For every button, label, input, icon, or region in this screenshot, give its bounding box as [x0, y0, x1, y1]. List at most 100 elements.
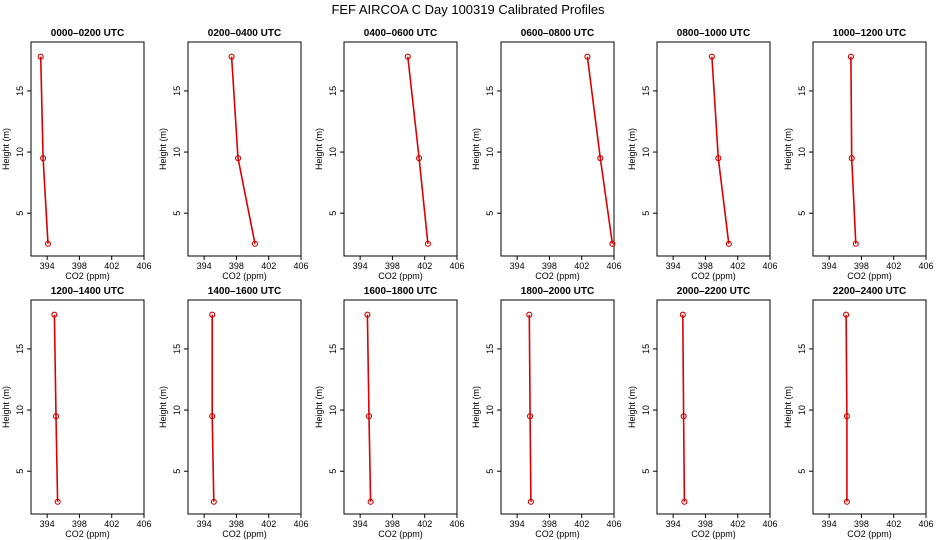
- x-axis-label: CO2 (ppm): [222, 271, 267, 281]
- data-point: [209, 413, 216, 420]
- y-axis-label: Height (m): [627, 386, 637, 428]
- profile-line: [366, 314, 372, 502]
- x-tick-label: 394: [510, 519, 525, 529]
- panel-title: 1800–2000 UTC: [521, 286, 594, 297]
- x-tick-label: 394: [510, 261, 525, 271]
- data-point: [843, 413, 850, 420]
- x-tick-label: 406: [918, 519, 933, 529]
- x-axis-label: CO2 (ppm): [691, 271, 736, 281]
- profile-panel: 0000–0200 UTC 394 398 402 406 CO2 (ppm) 5 10 15 H…: [1, 28, 152, 281]
- panel-title: 0400–0600 UTC: [364, 28, 437, 39]
- data-point: [228, 53, 235, 60]
- y-axis-label: Height (m): [314, 128, 324, 170]
- plot-frame: [187, 41, 302, 257]
- panel-title: 0200–0400 UTC: [208, 28, 281, 39]
- y-tick-label: 10: [15, 405, 25, 415]
- y-tick-label: 5: [641, 469, 651, 474]
- x-tick-label: 398: [698, 519, 713, 529]
- data-point: [364, 311, 371, 318]
- y-tick-label: 10: [797, 405, 807, 415]
- profile-line: [211, 314, 215, 502]
- panel-title: 1200–1400 UTC: [51, 286, 124, 297]
- plot-frame: [500, 41, 615, 257]
- y-tick-label: 15: [172, 344, 182, 354]
- plot-frame: [30, 299, 145, 515]
- y-tick-label: 10: [328, 405, 338, 415]
- data-point: [584, 53, 591, 60]
- x-tick-label: 402: [104, 519, 119, 529]
- y-tick-label: 15: [797, 344, 807, 354]
- y-tick-label: 15: [641, 344, 651, 354]
- profile-line: [528, 314, 532, 502]
- plot-frame: [656, 41, 771, 257]
- data-point: [609, 240, 616, 247]
- x-tick-label: 406: [606, 519, 621, 529]
- y-axis-label: Height (m): [627, 128, 637, 170]
- y-tick-label: 5: [797, 469, 807, 474]
- y-tick-label: 5: [172, 211, 182, 216]
- data-point: [424, 240, 431, 247]
- y-tick-label: 10: [797, 147, 807, 157]
- y-tick-label: 15: [485, 86, 495, 96]
- x-tick-label: 406: [762, 261, 777, 271]
- plot-frame: [30, 41, 145, 257]
- x-tick-label: 406: [449, 519, 464, 529]
- profile-panel: 1600–1800 UTC 394 398 402 406 CO2 (ppm) 5 10 15 H…: [314, 286, 465, 539]
- x-tick-label: 402: [886, 519, 901, 529]
- y-tick-label: 10: [172, 405, 182, 415]
- y-tick-label: 5: [172, 469, 182, 474]
- data-point: [526, 311, 533, 318]
- figure-title: FEF AIRCOA C Day 100319 Calibrated Profi…: [331, 2, 605, 17]
- y-tick-label: 10: [641, 405, 651, 415]
- x-tick-label: 406: [762, 519, 777, 529]
- data-point: [365, 413, 373, 420]
- panel-title: 0000–0200 UTC: [51, 28, 124, 39]
- y-axis-label: Height (m): [158, 386, 168, 428]
- x-tick-label: 398: [854, 261, 869, 271]
- panels-group: 0000–0200 UTC 394 398 402 406 CO2 (ppm) 5 10 15 H…: [1, 28, 934, 539]
- y-tick-label: 10: [15, 147, 25, 157]
- x-axis-label: CO2 (ppm): [65, 529, 110, 539]
- y-tick-label: 5: [328, 211, 338, 216]
- data-point: [527, 413, 534, 420]
- profile-line: [586, 56, 614, 244]
- x-axis-label: CO2 (ppm): [378, 271, 423, 281]
- x-tick-label: 406: [606, 261, 621, 271]
- x-tick-label: 402: [261, 261, 276, 271]
- x-tick-label: 398: [229, 519, 244, 529]
- data-point: [843, 498, 850, 505]
- profile-line: [682, 314, 686, 502]
- x-tick-label: 394: [40, 261, 55, 271]
- x-axis-label: CO2 (ppm): [847, 529, 892, 539]
- plot-frame: [343, 41, 458, 257]
- x-tick-label: 406: [293, 519, 308, 529]
- y-tick-label: 15: [15, 344, 25, 354]
- panel-title: 1000–1200 UTC: [833, 28, 906, 39]
- y-axis-label: Height (m): [783, 386, 793, 428]
- profile-panel: 2200–2400 UTC 394 398 402 406 CO2 (ppm) 5 10 15 H…: [783, 286, 934, 539]
- y-axis-label: Height (m): [471, 386, 481, 428]
- y-axis-label: Height (m): [471, 128, 481, 170]
- data-point: [681, 498, 688, 505]
- x-tick-label: 406: [136, 261, 151, 271]
- data-point: [527, 498, 534, 505]
- x-tick-label: 394: [197, 261, 212, 271]
- panel-title: 2200–2400 UTC: [833, 286, 906, 297]
- data-point: [54, 498, 61, 505]
- panel-title: 2000–2200 UTC: [677, 286, 750, 297]
- x-axis-label: CO2 (ppm): [535, 529, 580, 539]
- data-point: [725, 240, 732, 247]
- x-axis-label: CO2 (ppm): [65, 271, 110, 281]
- panel-title: 0800–1000 UTC: [677, 28, 750, 39]
- profile-line: [711, 56, 730, 244]
- x-tick-label: 394: [353, 519, 368, 529]
- y-tick-label: 15: [328, 344, 338, 354]
- profile-panel: 1200–1400 UTC 394 398 402 406 CO2 (ppm) 5 10 15 H…: [1, 286, 152, 539]
- x-axis-label: CO2 (ppm): [535, 271, 580, 281]
- y-tick-label: 5: [15, 211, 25, 216]
- x-tick-label: 394: [666, 519, 681, 529]
- y-tick-label: 15: [172, 86, 182, 96]
- data-point: [847, 53, 854, 60]
- data-point: [843, 311, 850, 318]
- y-tick-label: 15: [328, 86, 338, 96]
